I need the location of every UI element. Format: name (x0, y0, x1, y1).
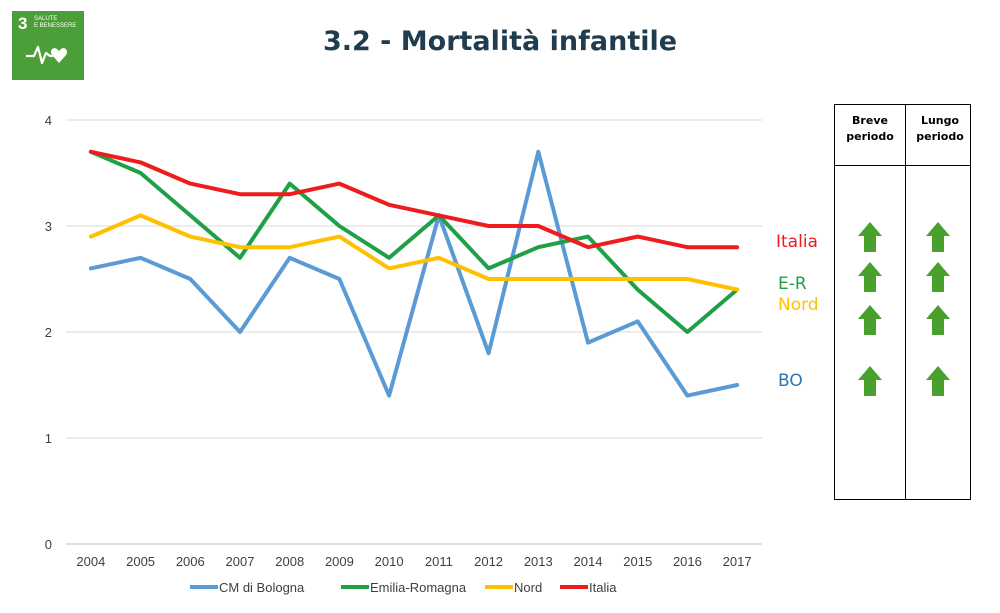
side-label-nord: Nord (778, 295, 819, 315)
up-arrow-icon (926, 222, 950, 252)
table-column-divider (905, 105, 906, 499)
y-tick-label: 0 (45, 537, 52, 552)
table-header-lungo-line2: periodo (916, 130, 964, 143)
up-arrow-icon (926, 262, 950, 292)
side-label-er: E-R (778, 274, 807, 294)
x-tick-label: 2010 (375, 554, 404, 569)
legend-label-3: Italia (589, 580, 617, 595)
x-tick-label: 2012 (474, 554, 503, 569)
side-label-bo: BO (778, 371, 803, 391)
page-title: 3.2 - Mortalità infantile (322, 26, 678, 57)
up-arrow-icon (858, 222, 882, 252)
x-tick-label: 2011 (425, 554, 453, 569)
x-tick-label: 2007 (226, 554, 255, 569)
table-header-divider (835, 165, 970, 166)
x-tick-label: 2017 (723, 554, 752, 569)
table-header-lungo-line1: Lungo (920, 114, 960, 127)
x-tick-label: 2008 (275, 554, 304, 569)
x-tick-label: 2014 (574, 554, 603, 569)
table-header-breve: Breve periodo (835, 113, 905, 145)
series-line-0 (88, 149, 740, 398)
x-tick-label: 2013 (524, 554, 553, 569)
up-arrow-icon (926, 366, 950, 396)
x-tick-label: 2006 (176, 554, 205, 569)
legend-label-0: CM di Bologna (219, 580, 305, 595)
table-header-breve-line2: periodo (846, 130, 894, 143)
trend-table: Breve periodo Lungo periodo (834, 104, 971, 500)
y-tick-label: 2 (45, 325, 52, 340)
heartbeat-heart-icon (26, 45, 68, 65)
legend-label-2: Nord (514, 580, 542, 595)
table-header-lungo: Lungo periodo (905, 113, 975, 145)
up-arrow-icon (858, 366, 882, 396)
x-tick-label: 2005 (126, 554, 155, 569)
sdg-badge: 3 SALUTE E BENESSERE (12, 11, 84, 80)
x-tick-label: 2016 (673, 554, 702, 569)
y-tick-label: 3 (45, 219, 52, 234)
sdg-number: 3 (18, 14, 28, 33)
sdg-text: SALUTE E BENESSERE (34, 16, 76, 30)
series-line-3 (88, 149, 740, 250)
x-tick-label: 2009 (325, 554, 354, 569)
sdg-text-line2: E BENESSERE (34, 23, 77, 29)
sdg-text-line1: SALUTE (34, 16, 58, 22)
trend-arrows (858, 222, 950, 396)
up-arrow-icon (926, 305, 950, 335)
x-tick-label: 2004 (76, 554, 105, 569)
x-tick-label: 2015 (623, 554, 652, 569)
y-tick-label: 4 (45, 113, 52, 128)
side-label-italia: Italia (776, 232, 818, 252)
table-header-breve-line1: Breve (852, 114, 888, 127)
up-arrow-icon (858, 262, 882, 292)
series-line-2 (88, 213, 740, 292)
legend-label-1: Emilia-Romagna (370, 580, 467, 595)
y-tick-label: 1 (45, 431, 52, 446)
up-arrow-icon (858, 305, 882, 335)
